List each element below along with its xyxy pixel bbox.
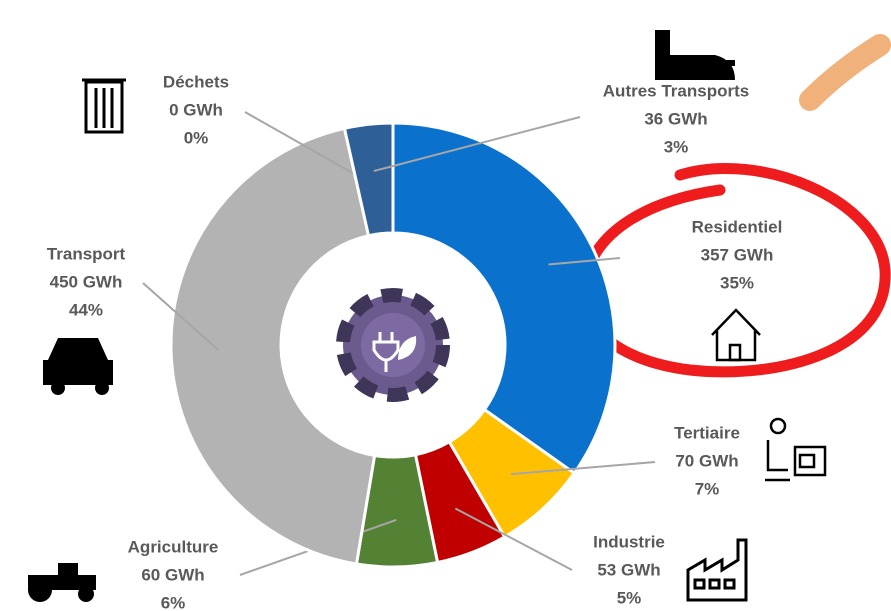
category-label: Autres Transports [603,81,749,100]
percent-label: 44% [69,300,103,319]
value-label: 53 GWh [597,560,660,579]
value-label: 450 GWh [50,272,123,291]
percent-label: 35% [720,273,754,292]
leader-line [142,282,219,351]
factory-icon [686,538,748,602]
leader-line [511,461,656,476]
value-label: 70 GWh [675,451,738,470]
category-label: Agriculture [128,537,219,556]
train-icon [655,30,735,80]
percent-label: 3% [664,137,689,156]
donut-segment [342,121,395,238]
donut-segment [169,126,377,566]
leader-line [454,507,573,571]
percent-label: 7% [695,479,720,498]
value-label: 357 GWh [701,245,774,264]
house-icon [711,308,761,362]
leader-line [548,257,621,266]
category-label: Déchets [163,72,229,91]
leader-line [244,111,356,176]
donut-segment [391,121,617,476]
tractor-icon [28,563,96,602]
percent-label: 0% [184,128,209,147]
category-label: Residentiel [692,217,783,236]
category-label: Industrie [593,532,665,551]
red-circle [577,162,891,378]
category-label: Tertiaire [674,423,740,442]
leader-line [373,116,581,173]
percent-label: 6% [161,593,186,611]
car-icon [43,338,113,395]
value-label: 36 GWh [644,109,707,128]
trash-icon [82,78,126,134]
value-label: 0 GWh [169,100,223,119]
percent-label: 5% [617,588,642,607]
category-label: Transport [47,244,126,263]
orange-stroke [799,34,891,111]
office-icon [765,417,827,482]
value-label: 60 GWh [141,565,204,584]
center-icon [336,288,450,402]
